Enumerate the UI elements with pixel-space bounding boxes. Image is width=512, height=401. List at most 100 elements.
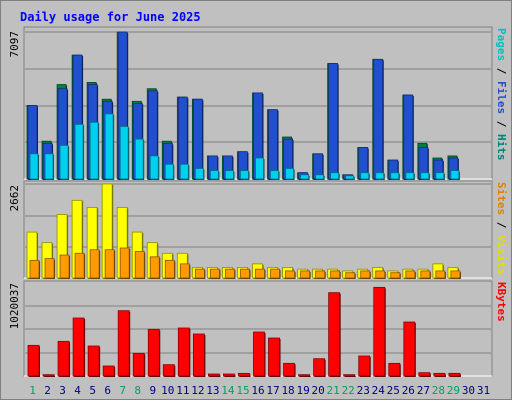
bar-kbytes-kbytes-day-15	[238, 372, 250, 377]
bar-kbytes-kbytes-day-23	[358, 355, 371, 377]
bar-kbytes-kbytes-day-11	[177, 327, 190, 377]
bar-kbytes-kbytes-day-29	[448, 372, 461, 377]
bar-kbytes-kbytes-day-4	[72, 317, 85, 377]
x-tick-label-day-1: 1	[29, 384, 36, 397]
bar-kbytes-kbytes-day-24	[373, 286, 386, 377]
bar-hits-pages-day-10	[164, 163, 174, 180]
legend-visits: Sites / Visits	[495, 182, 508, 275]
x-tick-label-day-25: 25	[387, 384, 400, 397]
bar-visits-sites-day-26	[405, 270, 416, 279]
x-tick-label-day-27: 27	[417, 384, 430, 397]
bar-visits-sites-day-5	[89, 249, 100, 279]
bar-visits-sites-day-23	[360, 270, 371, 279]
bar-kbytes-kbytes-day-27	[418, 372, 431, 377]
bar-kbytes-kbytes-day-6	[102, 365, 115, 377]
bar-hits-pages-day-15	[240, 170, 249, 180]
x-tick-label-day-4: 4	[74, 384, 81, 397]
legend-entry: /	[495, 215, 508, 235]
bar-visits-sites-day-28	[435, 270, 446, 279]
bar-visits-sites-day-2	[44, 258, 55, 279]
bar-visits-sites-day-9	[149, 256, 160, 279]
x-tick-label-day-5: 5	[89, 384, 96, 397]
bar-kbytes-kbytes-day-28	[433, 372, 446, 377]
bar-visits-sites-day-21	[330, 270, 341, 279]
bar-kbytes-kbytes-day-22	[343, 374, 356, 377]
bar-kbytes-kbytes-day-18	[283, 362, 295, 377]
bar-kbytes-kbytes-day-9	[147, 328, 160, 377]
legend-entry: KBytes	[495, 282, 508, 322]
x-tick-label-day-13: 13	[206, 384, 219, 397]
bar-visits-sites-day-15	[240, 268, 250, 279]
legend-entry: Files	[495, 81, 508, 114]
bar-kbytes-kbytes-day-20	[313, 358, 326, 377]
bar-kbytes-kbytes-day-14	[223, 373, 235, 377]
bar-visits-sites-day-25	[390, 272, 401, 279]
bar-hits-pages-day-5	[89, 121, 99, 180]
bar-kbytes-kbytes-day-13	[207, 373, 220, 377]
bar-visits-sites-day-29	[450, 270, 461, 279]
legend-entry: Hits	[495, 134, 508, 161]
x-tick-label-day-6: 6	[104, 384, 111, 397]
bar-hits-pages-day-22	[345, 175, 355, 180]
bar-visits-sites-day-10	[164, 259, 175, 279]
bar-visits-sites-day-4	[74, 252, 85, 279]
bar-hits-pages-day-25	[390, 172, 400, 180]
x-tick-label-day-23: 23	[357, 384, 370, 397]
bar-hits-pages-day-9	[149, 155, 159, 180]
bar-hits-pages-day-17	[270, 170, 279, 180]
bar-hits-pages-day-26	[405, 172, 415, 180]
x-tick-label-day-2: 2	[44, 384, 51, 397]
bar-kbytes-kbytes-day-5	[87, 345, 100, 377]
bar-hits-pages-day-29	[450, 170, 460, 180]
bar-hits-pages-day-8	[134, 138, 144, 180]
bar-hits-pages-day-27	[420, 172, 430, 180]
x-tick-label-day-3: 3	[59, 384, 66, 397]
x-tick-label-day-29: 29	[447, 384, 460, 397]
bar-hits-pages-day-24	[375, 172, 385, 180]
bar-visits-sites-day-11	[179, 263, 190, 279]
bar-hits-pages-day-21	[330, 172, 340, 180]
x-tick-label-day-30: 30	[462, 384, 475, 397]
legend-entry: Sites	[495, 182, 508, 215]
bar-visits-sites-day-7	[119, 247, 130, 279]
bar-visits-sites-day-24	[375, 270, 386, 279]
bar-kbytes-kbytes-day-25	[388, 362, 401, 377]
bar-visits-sites-day-17	[270, 268, 280, 279]
bar-visits-sites-day-8	[134, 251, 145, 279]
bar-hits-pages-day-28	[435, 172, 445, 180]
bar-visits-sites-day-19	[300, 270, 310, 279]
bar-hits-pages-day-20	[315, 174, 325, 180]
x-tick-label-day-17: 17	[266, 384, 279, 397]
bar-hits-files-day-17	[268, 109, 278, 180]
bar-hits-files-day-24	[373, 58, 384, 180]
axis-max-label-kbytes: 1020037	[8, 283, 21, 329]
legend-hits: Pages / Files / Hits	[495, 28, 508, 161]
bar-kbytes-kbytes-day-8	[132, 352, 145, 377]
bar-visits-sites-day-12	[194, 268, 205, 279]
x-tick-label-day-9: 9	[149, 384, 156, 397]
legend-entry: Pages	[495, 28, 508, 61]
bar-hits-pages-day-7	[119, 126, 129, 180]
bar-hits-pages-day-14	[225, 170, 234, 180]
x-tick-label-day-10: 10	[161, 384, 174, 397]
bar-kbytes-kbytes-day-21	[328, 292, 341, 377]
x-tick-label-day-21: 21	[327, 384, 340, 397]
bar-kbytes-kbytes-day-7	[117, 310, 130, 377]
bar-kbytes-kbytes-day-10	[162, 364, 175, 377]
bar-hits-pages-day-13	[209, 170, 219, 180]
chart-title: Daily usage for June 2025	[20, 10, 201, 24]
x-tick-label-day-20: 20	[312, 384, 325, 397]
x-tick-label-day-18: 18	[281, 384, 294, 397]
bar-visits-sites-day-3	[59, 254, 70, 279]
x-tick-label-day-26: 26	[402, 384, 415, 397]
bar-kbytes-kbytes-day-2	[42, 374, 55, 377]
bar-visits-sites-day-14	[225, 268, 235, 279]
bar-hits-pages-day-2	[44, 153, 54, 180]
x-tick-label-day-12: 12	[191, 384, 204, 397]
bar-hits-pages-day-6	[104, 113, 114, 180]
bar-kbytes-kbytes-day-3	[57, 340, 70, 377]
legend-entry: /	[495, 61, 508, 81]
bar-hits-pages-day-19	[300, 174, 309, 180]
bar-visits-sites-day-27	[420, 270, 431, 279]
x-tick-label-day-11: 11	[176, 384, 189, 397]
